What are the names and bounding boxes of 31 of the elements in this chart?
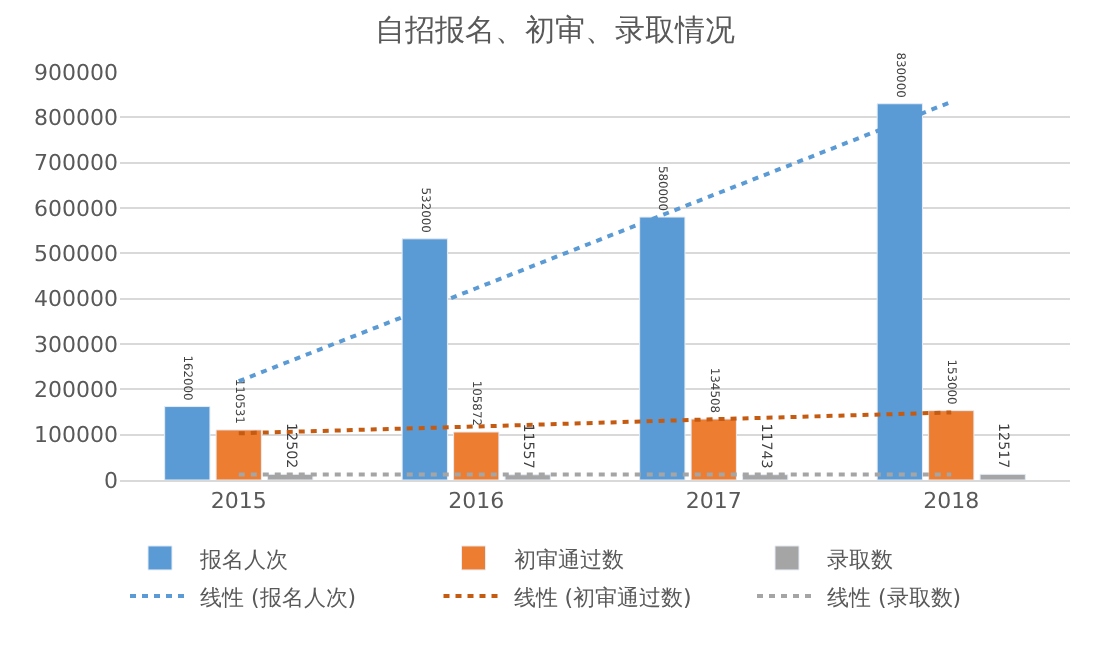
y-tick-label: 800000 bbox=[34, 105, 118, 132]
y-tick-label: 100000 bbox=[34, 422, 118, 449]
bar bbox=[215, 429, 262, 480]
chart-title: 自招报名、初审、录取情况 bbox=[375, 12, 735, 49]
y-tick-label: 0 bbox=[104, 467, 118, 494]
legend-label: 报名人次 bbox=[198, 546, 288, 573]
data-label: 12517 bbox=[995, 423, 1014, 469]
legend-label: 录取数 bbox=[827, 546, 893, 573]
y-tick-label: 500000 bbox=[34, 241, 118, 268]
legend-label: 线性 (报名人次) bbox=[200, 584, 357, 611]
y-tick-label: 200000 bbox=[34, 377, 118, 404]
x-tick-label: 2015 bbox=[210, 488, 267, 515]
legend-label: 线性 (初审通过数) bbox=[513, 584, 692, 611]
data-label: 11743 bbox=[757, 423, 776, 469]
y-tick-label: 700000 bbox=[34, 150, 118, 177]
y-tick-label: 600000 bbox=[34, 195, 118, 222]
bar bbox=[453, 431, 500, 480]
y-tick-label: 900000 bbox=[34, 59, 118, 86]
legend-label: 线性 (录取数) bbox=[827, 584, 962, 611]
bar bbox=[164, 406, 211, 480]
y-tick-label: 300000 bbox=[34, 331, 118, 358]
bar bbox=[928, 410, 975, 480]
y-tick-label: 400000 bbox=[34, 286, 118, 313]
data-label: 12502 bbox=[282, 423, 301, 469]
bar bbox=[979, 473, 1026, 480]
x-tick-label: 2017 bbox=[685, 488, 742, 515]
data-label: 11557 bbox=[520, 423, 539, 469]
bar bbox=[690, 418, 737, 480]
legend-label: 初审通过数 bbox=[513, 546, 624, 573]
x-tick-label: 2018 bbox=[923, 488, 980, 515]
x-tick-label: 2016 bbox=[448, 488, 505, 515]
